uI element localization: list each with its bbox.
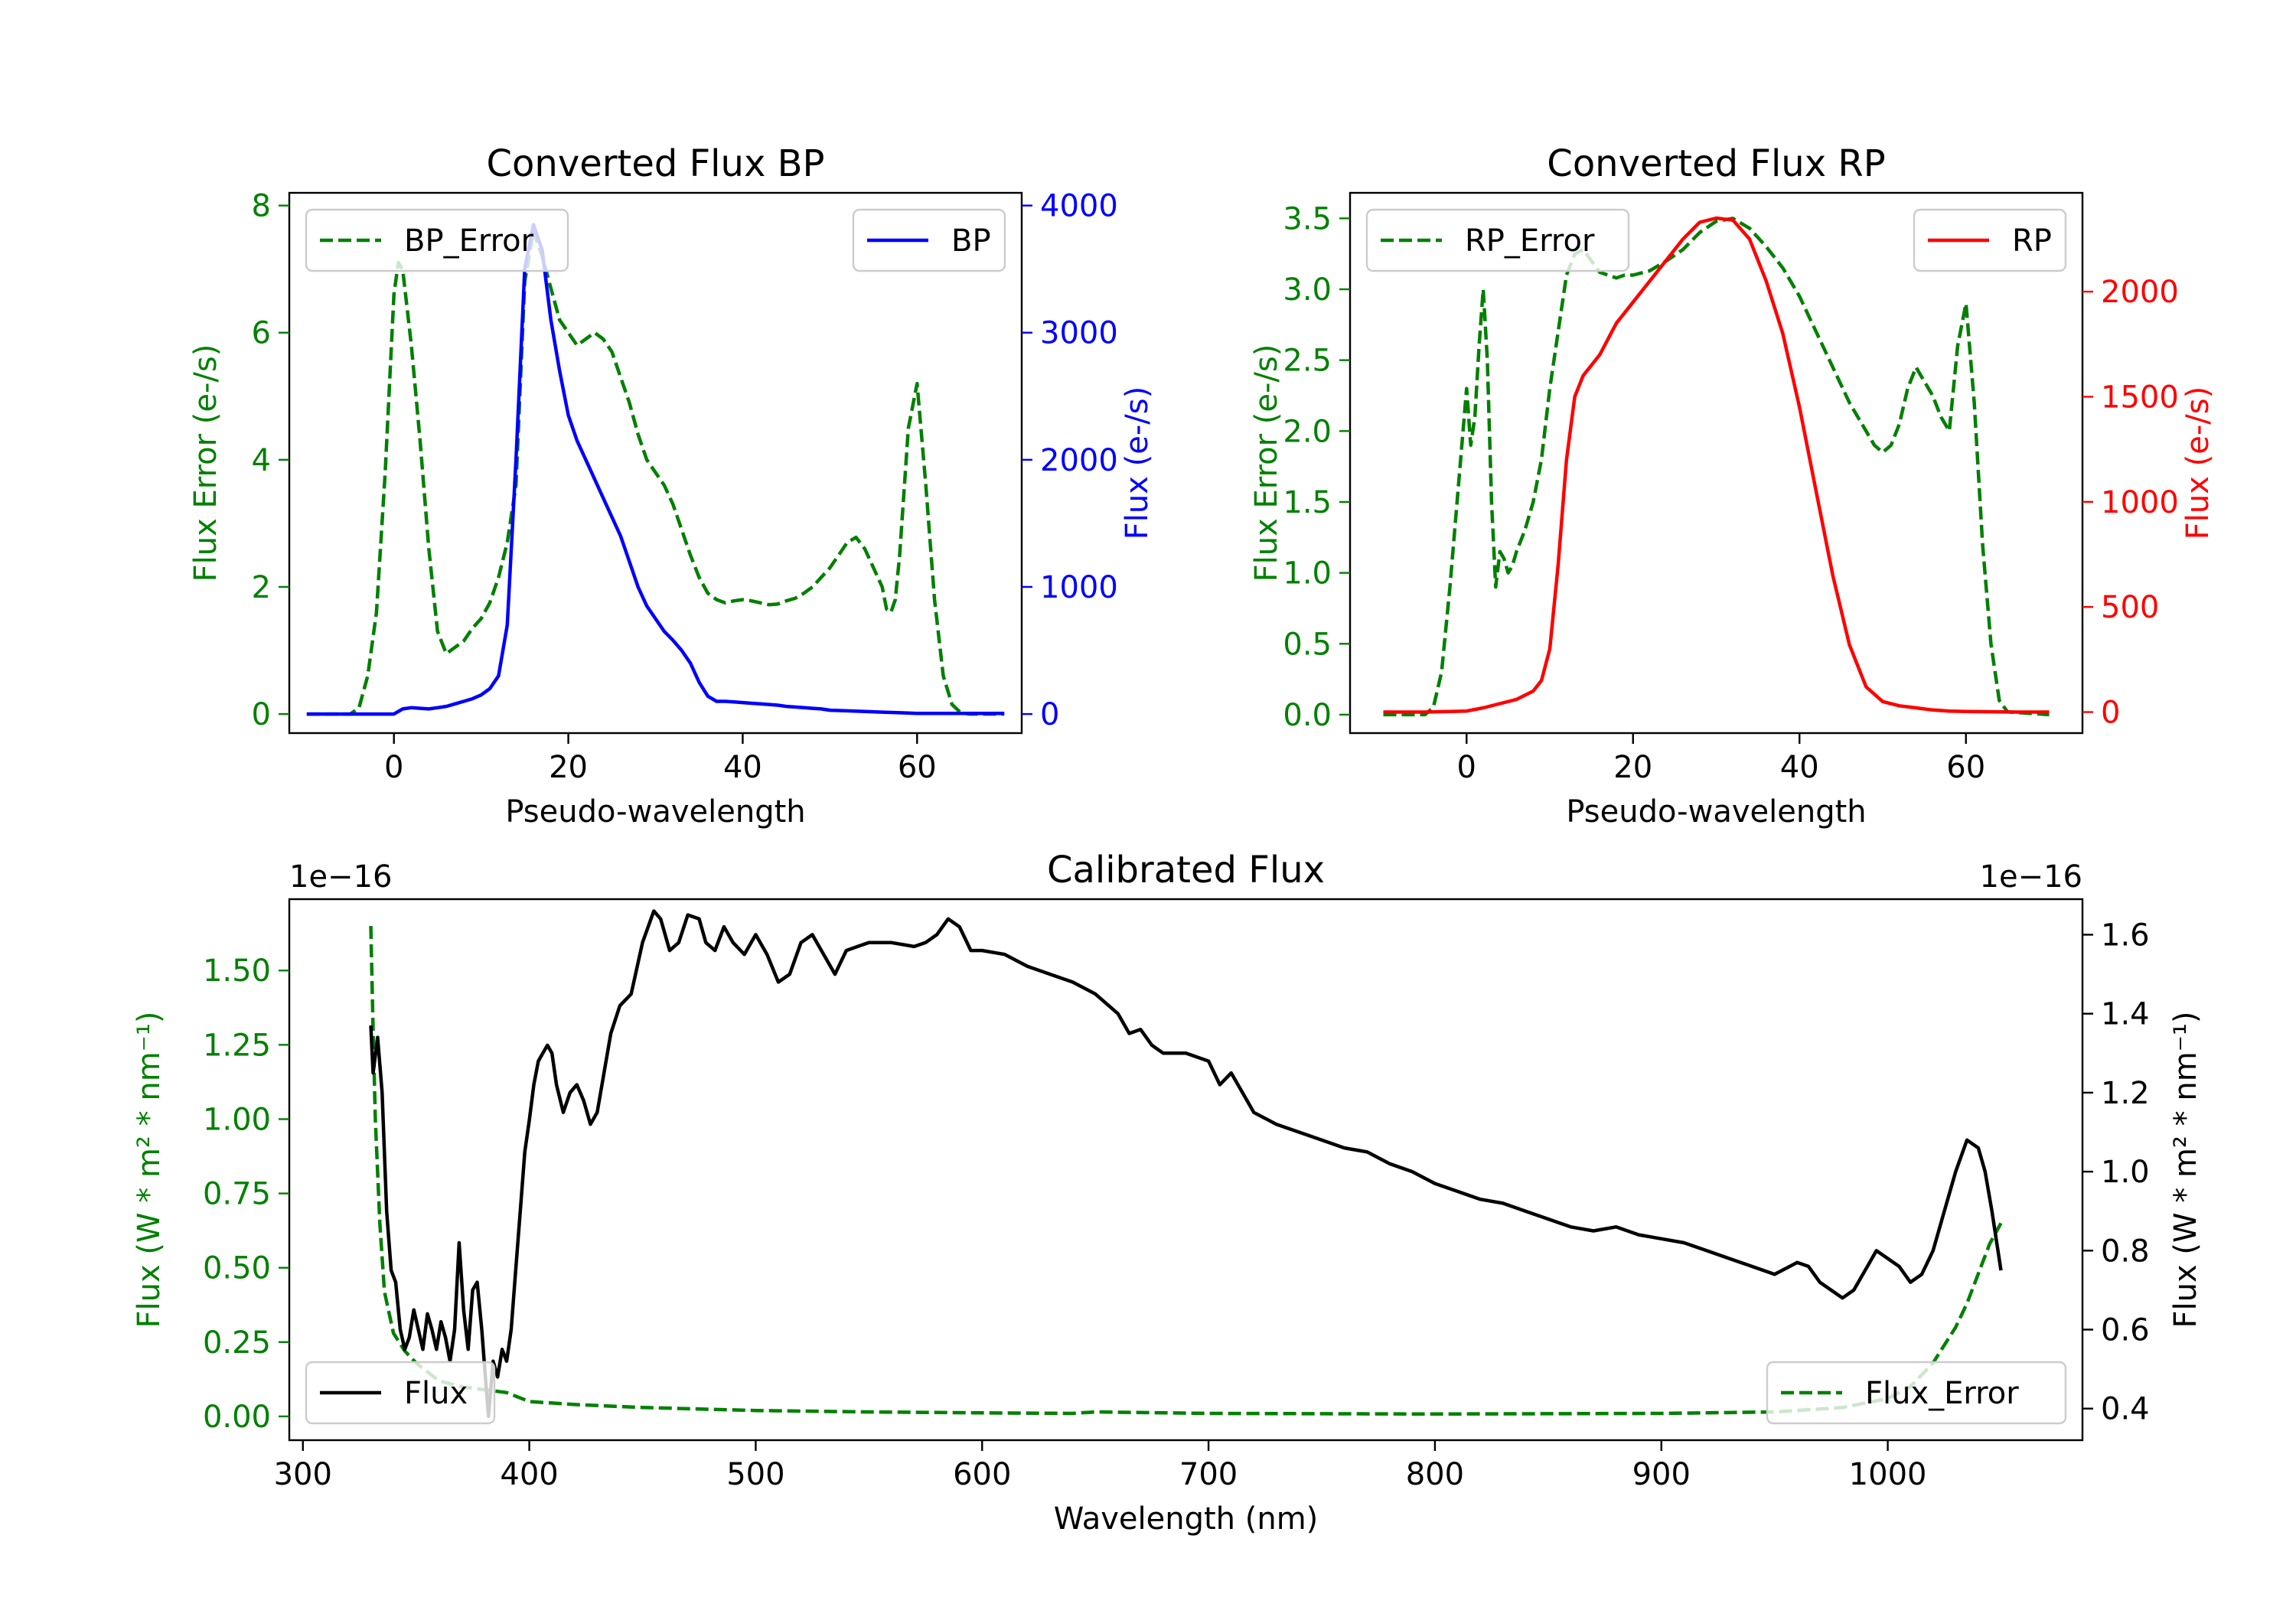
y-right-tick-label: 2000: [2101, 275, 2179, 310]
y-right-tick-label: 1.6: [2101, 918, 2150, 953]
x-tick-label: 40: [1780, 750, 1819, 785]
legend-flux-error: Flux_Error: [1766, 1361, 2067, 1425]
y-left-tick-label: 1.50: [203, 953, 271, 989]
x-tick-label: 20: [1613, 750, 1652, 785]
y-left-tick-label: 0.5: [1283, 627, 1332, 662]
legend-box: [305, 208, 569, 272]
legend-label: Flux_Error: [1865, 1376, 2019, 1411]
x-tick-label: 40: [723, 750, 762, 785]
y-right-tick-label: 0: [1040, 697, 1059, 732]
y-left-tick-label: 2.0: [1283, 414, 1332, 449]
legend-rp-error: RP_Error: [1365, 208, 1630, 272]
x-axis-label: Pseudo-wavelength: [1566, 794, 1866, 830]
x-tick-label: 60: [898, 750, 937, 785]
y-left-tick-label: 1.0: [1283, 556, 1332, 592]
y-left-tick-label: 0.75: [203, 1177, 271, 1212]
legend-flux: Flux: [305, 1361, 496, 1425]
y-left-tick-label: 2: [252, 570, 271, 605]
x-tick-label: 20: [549, 750, 588, 785]
y-right-tick-label: 500: [2101, 590, 2159, 625]
legend-box: [1365, 208, 1630, 272]
x-tick-label: 0: [384, 750, 403, 785]
y-right-axis-label: Flux (W * m² * nm⁻¹): [2168, 1012, 2203, 1328]
axes-frame: [288, 898, 2084, 1442]
x-tick-label: 700: [1179, 1457, 1238, 1492]
y-right-tick-label: 0.6: [2101, 1313, 2150, 1348]
x-tick-label: 60: [1946, 750, 1985, 785]
series-line-rp: [1383, 216, 2050, 714]
y-left-axis-label: Flux Error (e-/s): [1249, 344, 1284, 582]
legend-box: [1766, 1361, 2067, 1425]
y-left-axis-label: Flux Error (e-/s): [188, 344, 223, 582]
chart-title: Calibrated Flux: [1047, 849, 1325, 892]
x-tick-label: 600: [953, 1457, 1011, 1492]
y-right-tick-label: 0.4: [2101, 1392, 2150, 1427]
y-left-tick-label: 1.25: [203, 1028, 271, 1063]
y-right-tick-label: 1500: [2101, 380, 2179, 415]
legend-bp: BP: [852, 208, 1006, 272]
y-right-axis-label: Flux (e-/s): [1120, 386, 1155, 539]
y-left-tick-label: 0.50: [203, 1251, 271, 1286]
x-tick-label: 900: [1632, 1457, 1691, 1492]
legend-label: Flux: [404, 1376, 468, 1411]
legend-label: BP_Error: [404, 223, 534, 259]
chart-title: Converted Flux BP: [487, 142, 825, 185]
y-left-offset-label: 1e−16: [289, 859, 392, 895]
y-left-tick-label: 2.5: [1283, 344, 1332, 379]
y-left-tick-label: 3.0: [1283, 272, 1332, 308]
x-tick-label: 1000: [1849, 1457, 1927, 1492]
legend-bp-error: BP_Error: [305, 208, 569, 272]
y-right-tick-label: 4000: [1040, 189, 1118, 224]
x-tick-label: 800: [1406, 1457, 1464, 1492]
legend-rp: RP: [1913, 208, 2067, 272]
y-right-tick-label: 0: [2101, 696, 2120, 731]
legend-box: [305, 1361, 496, 1425]
x-axis-label: Pseudo-wavelength: [505, 794, 805, 830]
x-tick-label: 500: [726, 1457, 784, 1492]
x-tick-label: 300: [274, 1457, 332, 1492]
x-tick-label: 0: [1457, 750, 1476, 785]
y-left-tick-label: 4: [252, 443, 271, 478]
y-left-tick-label: 8: [252, 189, 271, 224]
legend-label: BP: [951, 223, 991, 259]
chart-title: Converted Flux RP: [1547, 142, 1885, 185]
series-line-bp-error: [306, 229, 1005, 716]
y-right-tick-label: 3000: [1040, 316, 1118, 351]
chart-cal: 300 400 500 600 700 800 900 1000 0.00 0.25 0.50 0.7…: [132, 849, 2203, 1537]
y-right-tick-label: 1.4: [2101, 997, 2150, 1032]
legend-box: [1913, 208, 2067, 272]
series-line-bp: [306, 223, 1005, 716]
y-right-tick-label: 1.0: [2101, 1155, 2150, 1190]
legend-label: RP_Error: [1465, 223, 1595, 259]
y-right-tick-label: 2000: [1040, 443, 1118, 478]
y-right-offset-label: 1e−16: [1980, 859, 2082, 895]
y-left-tick-label: 1.00: [203, 1102, 271, 1137]
y-left-tick-label: 0.0: [1283, 698, 1332, 733]
y-left-tick-label: 3.5: [1283, 201, 1332, 236]
y-left-axis-label: Flux (W * m² * nm⁻¹): [132, 1012, 167, 1328]
y-left-tick-label: 6: [252, 316, 271, 351]
axes-frame: [288, 191, 1023, 735]
y-left-tick-label: 1.5: [1283, 485, 1332, 520]
y-right-tick-label: 0.8: [2101, 1234, 2150, 1269]
axes-frame: [1349, 191, 2084, 735]
series-line-flux: [369, 909, 2003, 1419]
y-right-tick-label: 1000: [2101, 485, 2179, 520]
y-left-tick-label: 0: [252, 697, 271, 732]
chart-bp: 0 20 40 60 0 2 4 6 8 0 1000 2000 3000 4000 Converted F…: [188, 142, 1155, 830]
y-right-tick-label: 1.2: [2101, 1076, 2150, 1111]
legend-box: [852, 208, 1006, 272]
y-left-tick-label: 0.00: [203, 1400, 271, 1435]
y-left-tick-label: 0.25: [203, 1325, 271, 1361]
legend-label: RP: [2012, 223, 2052, 259]
series-line-rp-error: [1383, 217, 2050, 717]
x-tick-label: 400: [500, 1457, 558, 1492]
x-axis-label: Wavelength (nm): [1054, 1501, 1319, 1537]
chart-rp: 0 20 40 60 0.0 0.5 1.0 1.5 2.0 2.5 3.0 3.5 0 500 1000 1…: [1249, 142, 2216, 830]
y-right-axis-label: Flux (e-/s): [2180, 386, 2216, 539]
y-right-tick-label: 1000: [1040, 570, 1118, 605]
